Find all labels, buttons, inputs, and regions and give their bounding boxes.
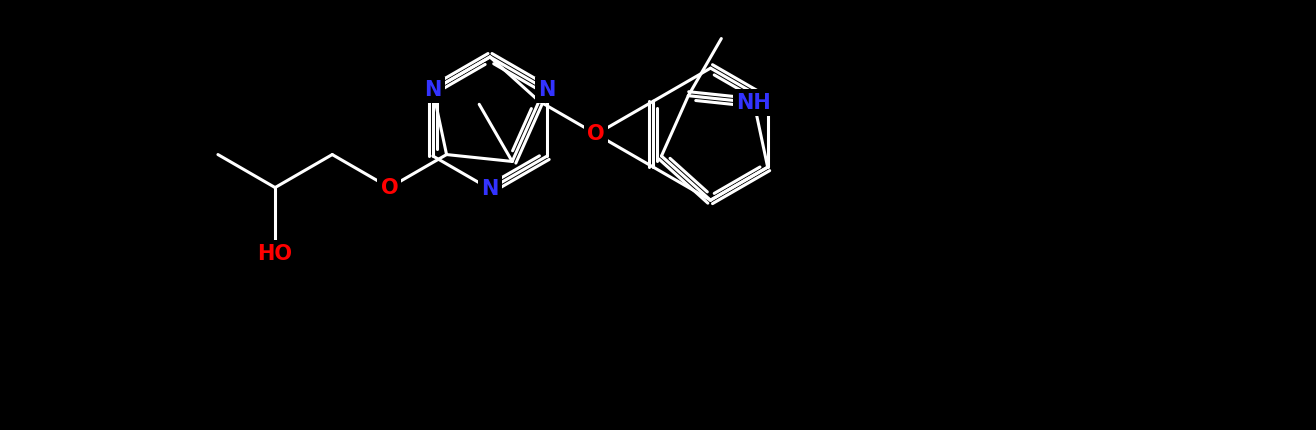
Text: O: O — [380, 178, 399, 197]
Text: O: O — [587, 124, 605, 144]
Text: N: N — [424, 80, 442, 100]
Text: NH: NH — [737, 92, 771, 113]
Text: N: N — [482, 179, 499, 199]
Text: HO: HO — [258, 243, 292, 264]
Text: N: N — [538, 80, 555, 100]
Text: F: F — [590, 124, 603, 144]
